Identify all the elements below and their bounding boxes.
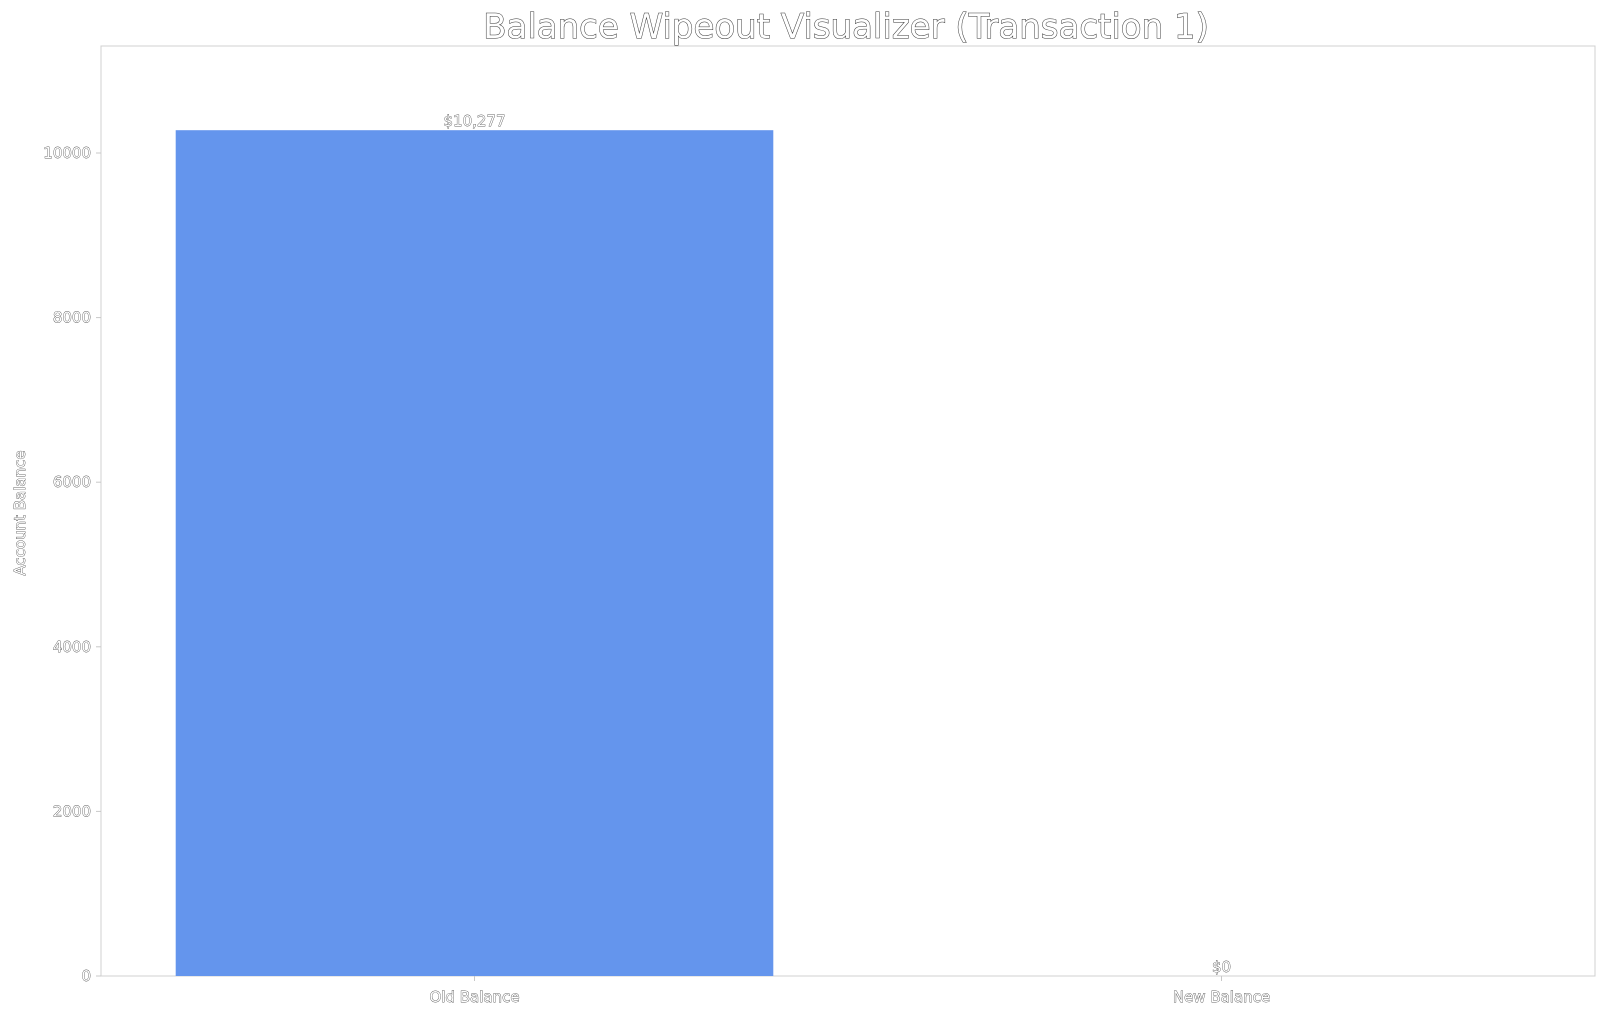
plot-frame — [100, 45, 1596, 977]
bars-group — [175, 130, 774, 977]
bar-old-balance — [175, 130, 774, 977]
data-label-old-balance: $10,277 — [443, 112, 505, 130]
y-tick-label: 0 — [81, 967, 91, 985]
x-tick-label: Old Balance — [429, 988, 519, 1006]
chart-title: Balance Wipeout Visualizer (Transaction … — [483, 7, 1209, 47]
x-axis: Old Balance New Balance — [429, 976, 1271, 1006]
y-tick-label: 8000 — [53, 309, 91, 327]
y-tick-label: 6000 — [53, 473, 91, 491]
y-axis: 0 2000 4000 6000 8000 10000 — [43, 144, 101, 985]
y-tick-label: 4000 — [53, 638, 91, 656]
x-tick-label: New Balance — [1173, 988, 1270, 1006]
data-labels-group: $10,277 $0 — [443, 112, 1231, 977]
data-label-new-balance: $0 — [1212, 958, 1231, 976]
y-tick-label: 2000 — [53, 802, 91, 820]
y-tick-label: 10000 — [43, 144, 91, 162]
y-axis-label: Account Balance — [11, 450, 29, 575]
